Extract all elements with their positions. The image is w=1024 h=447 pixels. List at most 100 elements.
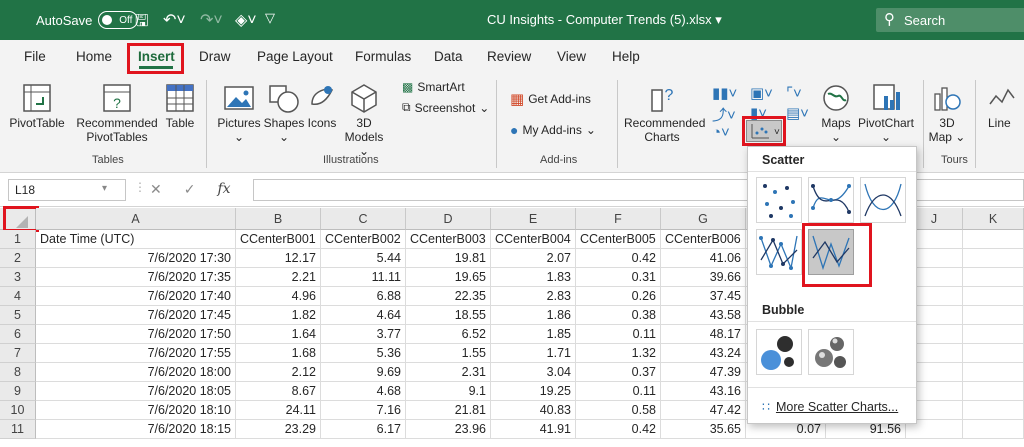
more-scatter-charts-link[interactable]: ∷ More Scatter Charts... <box>762 399 899 415</box>
grid-cell[interactable]: 6.52 <box>406 325 491 344</box>
get-addins-button[interactable]: ▦ Get Add-ins <box>510 91 591 108</box>
grid-cell[interactable]: 40.83 <box>491 401 576 420</box>
grid-cell[interactable]: 0.07 <box>746 420 826 439</box>
grid-cell[interactable]: 7/6/2020 18:05 <box>36 382 236 401</box>
grid-cell[interactable] <box>906 401 963 420</box>
row-header[interactable]: 7 <box>0 344 36 363</box>
tab-draw[interactable]: Draw <box>199 49 231 64</box>
search-box[interactable]: ⚲ Search <box>876 8 1024 32</box>
column-header-c[interactable]: C <box>321 208 406 230</box>
grid-cell[interactable] <box>906 344 963 363</box>
grid-cell[interactable] <box>963 363 1024 382</box>
grid-cell[interactable]: 7/6/2020 18:00 <box>36 363 236 382</box>
enter-icon[interactable]: ✓ <box>183 181 196 197</box>
pictures-button[interactable]: Pictures ⌄ <box>214 82 264 144</box>
grid-cell[interactable]: 12.17 <box>236 249 321 268</box>
grid-cell[interactable]: 1.64 <box>236 325 321 344</box>
quick-access-menu-icon[interactable]: ▽ <box>265 10 275 25</box>
scatter-chart-button[interactable]: ˅ <box>746 120 782 142</box>
grid-cell[interactable]: 7/6/2020 17:30 <box>36 249 236 268</box>
column-header-e[interactable]: E <box>491 208 576 230</box>
grid-cell[interactable]: 18.55 <box>406 306 491 325</box>
grid-cell[interactable] <box>963 382 1024 401</box>
grid-cell[interactable]: 23.29 <box>236 420 321 439</box>
grid-cell[interactable]: 1.83 <box>491 268 576 287</box>
row-header[interactable]: 11 <box>0 420 36 439</box>
tab-home[interactable]: Home <box>76 49 113 64</box>
scatter-straight-lines-option[interactable] <box>808 229 854 275</box>
grid-cell[interactable]: 7/6/2020 17:40 <box>36 287 236 306</box>
column-header-b[interactable]: B <box>236 208 321 230</box>
insert-function-button[interactable]: fx <box>217 181 231 197</box>
grid-cell[interactable]: 1.82 <box>236 306 321 325</box>
3d-map-button[interactable]: 3D Map ⌄ <box>926 82 968 144</box>
grid-cell[interactable]: 24.11 <box>236 401 321 420</box>
row-header[interactable]: 9 <box>0 382 36 401</box>
3d-models-button[interactable]: 3D Models ⌄ <box>342 82 386 158</box>
scatter-straight-lines-markers-option[interactable] <box>756 229 802 275</box>
grid-cell[interactable]: 1.85 <box>491 325 576 344</box>
grid-cell[interactable] <box>963 230 1024 249</box>
grid-cell[interactable]: 1.55 <box>406 344 491 363</box>
tab-page-layout[interactable]: Page Layout <box>257 49 333 64</box>
grid-cell[interactable]: 2.83 <box>491 287 576 306</box>
tab-formulas[interactable]: Formulas <box>355 49 412 64</box>
grid-cell[interactable]: 22.35 <box>406 287 491 306</box>
grid-cell[interactable]: 11.11 <box>321 268 406 287</box>
grid-cell[interactable]: 91.56 <box>826 420 906 439</box>
grid-cell[interactable]: 1.68 <box>236 344 321 363</box>
screenshot-button[interactable]: ⧉ Screenshot ⌄ <box>402 100 490 115</box>
grid-cell[interactable]: 4.96 <box>236 287 321 306</box>
pivottable-button[interactable]: PivotTable <box>8 82 66 130</box>
grid-cell[interactable] <box>906 268 963 287</box>
undo-icon[interactable]: ↶˅ <box>163 12 186 29</box>
grid-cell[interactable]: Date Time (UTC) <box>36 230 236 249</box>
document-title[interactable]: CU Insights - Computer Trends (5).xlsx ▾ <box>487 12 722 27</box>
grid-cell[interactable] <box>906 230 963 249</box>
grid-cell[interactable]: CCenterB005 <box>576 230 661 249</box>
grid-cell[interactable]: 37.45 <box>661 287 746 306</box>
grid-cell[interactable]: 1.71 <box>491 344 576 363</box>
grid-cell[interactable]: 43.16 <box>661 382 746 401</box>
grid-cell[interactable]: 23.96 <box>406 420 491 439</box>
grid-cell[interactable] <box>963 420 1024 439</box>
row-header[interactable]: 10 <box>0 401 36 420</box>
bubble-option[interactable] <box>756 329 802 375</box>
grid-cell[interactable]: 0.42 <box>576 420 661 439</box>
grid-cell[interactable]: 4.64 <box>321 306 406 325</box>
customize-icon[interactable]: ◈˅ <box>235 12 257 29</box>
grid-cell[interactable]: 2.07 <box>491 249 576 268</box>
grid-cell[interactable]: 43.58 <box>661 306 746 325</box>
grid-cell[interactable]: 1.32 <box>576 344 661 363</box>
tab-review[interactable]: Review <box>487 49 532 64</box>
grid-cell[interactable] <box>963 249 1024 268</box>
hierarchy-chart-icon[interactable]: ▣˅ <box>750 85 773 102</box>
grid-cell[interactable]: 43.24 <box>661 344 746 363</box>
column-header-f[interactable]: F <box>576 208 661 230</box>
column-header-d[interactable]: D <box>406 208 491 230</box>
line-chart-icon[interactable]: ⤴˅ <box>712 107 736 124</box>
table-button[interactable]: Table <box>160 82 200 130</box>
icons-button[interactable]: Icons <box>304 82 340 130</box>
3d-bubble-option[interactable] <box>808 329 854 375</box>
grid-cell[interactable]: 7/6/2020 18:10 <box>36 401 236 420</box>
pivotchart-button[interactable]: PivotChart ⌄ <box>856 82 916 144</box>
scatter-smooth-lines-markers-option[interactable] <box>808 177 854 223</box>
grid-cell[interactable]: 0.42 <box>576 249 661 268</box>
grid-cell[interactable]: 2.31 <box>406 363 491 382</box>
grid-cell[interactable]: CCenterB001 <box>236 230 321 249</box>
grid-cell[interactable]: 21.81 <box>406 401 491 420</box>
grid-cell[interactable] <box>906 363 963 382</box>
cancel-icon[interactable]: ✕ <box>150 181 162 197</box>
recommended-pivottables-button[interactable]: ? Recommended PivotTables <box>76 82 158 144</box>
grid-cell[interactable]: 6.88 <box>321 287 406 306</box>
grid-cell[interactable]: 19.25 <box>491 382 576 401</box>
grid-cell[interactable] <box>906 382 963 401</box>
grid-cell[interactable]: 2.12 <box>236 363 321 382</box>
row-header[interactable]: 1 <box>0 230 36 249</box>
grid-cell[interactable] <box>963 401 1024 420</box>
sparkline-line-button[interactable]: Line <box>982 82 1024 130</box>
grid-cell[interactable]: 9.1 <box>406 382 491 401</box>
grid-cell[interactable]: CCenterB006 <box>661 230 746 249</box>
scatter-markers-option[interactable] <box>756 177 802 223</box>
